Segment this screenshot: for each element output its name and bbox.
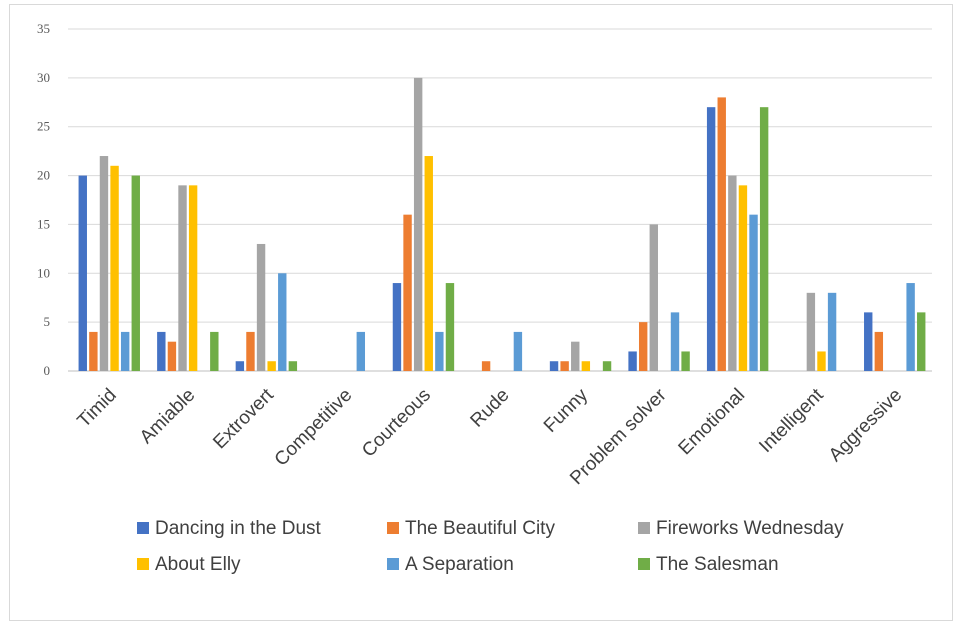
- legend-swatch: [387, 558, 399, 570]
- x-category-label: Intelligent: [755, 384, 828, 457]
- bar: [817, 351, 826, 371]
- y-tick-label: 35: [37, 21, 50, 36]
- bar: [906, 283, 915, 371]
- x-category-label: Emotional: [675, 385, 750, 460]
- legend-label: A Separation: [405, 554, 514, 575]
- bar: [356, 331, 366, 371]
- bar: [424, 156, 433, 371]
- x-category-label: Timid: [74, 385, 121, 432]
- bar: [717, 97, 726, 372]
- bar: [602, 361, 612, 371]
- bar: [131, 175, 140, 371]
- bar: [549, 361, 559, 371]
- bar: [628, 351, 637, 371]
- bar: [188, 185, 198, 371]
- bar: [246, 331, 255, 371]
- x-category-label: Aggressive: [825, 385, 906, 466]
- x-category-label: Funny: [540, 384, 593, 437]
- bar: [267, 361, 276, 371]
- bar: [738, 185, 748, 371]
- bar: [167, 341, 177, 371]
- bar: [392, 283, 402, 371]
- y-axis-ticks: 0 5 10 15 20 25 30 35: [37, 21, 50, 378]
- bar: [235, 361, 245, 371]
- bar: [99, 156, 109, 371]
- y-tick-label: 0: [44, 363, 51, 378]
- bar: [681, 351, 690, 371]
- legend-swatch: [137, 558, 149, 570]
- legend-label: The Beautiful City: [405, 518, 555, 539]
- y-tick-label: 10: [37, 265, 50, 280]
- bar: [110, 165, 119, 371]
- bar: [288, 361, 298, 371]
- legend-swatch: [137, 522, 149, 534]
- x-category-label: Extrovert: [209, 384, 278, 453]
- bar: [706, 107, 716, 372]
- gridlines: [68, 28, 932, 372]
- bar: [571, 341, 580, 371]
- bar: [638, 322, 648, 371]
- bar: [749, 214, 758, 371]
- bar: [157, 331, 166, 371]
- legend-label: Dancing in the Dust: [155, 518, 322, 539]
- legend: Dancing in the Dust The Beautiful City Fir…: [137, 518, 844, 575]
- legend-swatch: [638, 558, 650, 570]
- bar: [413, 77, 423, 371]
- bar: [89, 331, 98, 371]
- legend-label: About Elly: [155, 554, 241, 575]
- bar: [560, 361, 569, 371]
- chart-frame: [9, 4, 953, 621]
- legend-swatch: [638, 522, 650, 534]
- bar: [278, 273, 287, 371]
- bar: [581, 361, 591, 371]
- bar: [178, 185, 187, 371]
- bar: [403, 214, 412, 371]
- bar: [256, 243, 266, 371]
- bar: [445, 283, 455, 371]
- x-category-label: Courteous: [358, 385, 435, 462]
- bar: [728, 175, 737, 371]
- bar: [874, 331, 884, 371]
- bar: [917, 312, 926, 371]
- y-tick-label: 5: [44, 314, 51, 329]
- bar: [864, 312, 873, 371]
- bar: [806, 292, 816, 371]
- legend-swatch: [387, 522, 399, 534]
- bars: [78, 77, 926, 372]
- bar: [513, 331, 523, 371]
- bar: [78, 175, 87, 371]
- y-tick-label: 25: [37, 119, 50, 134]
- y-tick-label: 30: [37, 70, 50, 85]
- y-tick-label: 15: [37, 216, 50, 231]
- bar: [827, 292, 837, 371]
- x-category-label: Amiable: [136, 385, 199, 448]
- legend-label: Fireworks Wednesday: [656, 518, 844, 539]
- x-category-label: Rude: [467, 385, 514, 432]
- y-tick-label: 20: [37, 168, 50, 183]
- bar: [210, 331, 219, 371]
- x-category-label: Competitive: [271, 385, 357, 471]
- bar: [670, 312, 680, 371]
- bar: [759, 107, 769, 372]
- bar: [120, 331, 130, 371]
- bar: [649, 224, 658, 371]
- bar: [481, 361, 491, 371]
- legend-label: The Salesman: [656, 554, 779, 575]
- bar: [435, 331, 444, 371]
